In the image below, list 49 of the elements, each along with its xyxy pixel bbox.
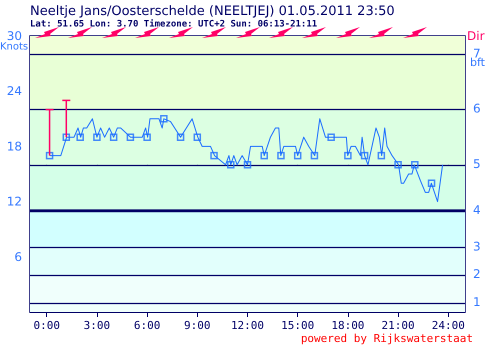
point <box>126 133 134 141</box>
text: Dir <box>467 29 485 43</box>
text: 1 <box>473 294 481 309</box>
x-tick-label: 0:00 <box>33 319 60 332</box>
point <box>394 161 402 169</box>
y-tick-label: 30 <box>6 29 22 43</box>
point <box>428 179 436 187</box>
point <box>143 133 151 141</box>
point <box>378 152 386 160</box>
point <box>210 152 218 160</box>
x-tick-label: 12:00 <box>230 319 264 332</box>
point <box>344 152 352 160</box>
x-tick-label: 24:00 <box>432 319 465 332</box>
point <box>277 152 285 160</box>
x-tick-label: 18:00 <box>331 319 364 332</box>
x-tick-label: 3:00 <box>84 319 110 332</box>
chart-subtitle: Lat: 51.65 Lon: 3.70 Timezone: UTC+2 Sun: 06:13-21:11 <box>30 18 318 30</box>
point <box>411 161 419 169</box>
x-tick-label: 15:00 <box>281 319 314 332</box>
y-tick-label: 6 <box>14 250 22 264</box>
text: 5 <box>473 156 481 171</box>
point <box>360 152 368 160</box>
chart-title: Neeltje Jans/Oosterschelde (NEELTJEJ) 01.05.2011 23:50 <box>30 4 395 19</box>
point <box>294 152 302 160</box>
point <box>62 133 70 141</box>
text: 2 <box>473 267 481 282</box>
y-axis-title: Knots <box>0 42 28 52</box>
text: powered by Rijkswaterstaat <box>300 332 473 345</box>
x-tick-label: 21:00 <box>382 319 415 332</box>
x-tick-label: 6:00 <box>134 319 160 332</box>
y-tick-label: 12 <box>6 194 22 209</box>
point <box>227 161 235 169</box>
point <box>310 152 318 160</box>
text: 6 <box>473 102 481 116</box>
text: 4 <box>473 202 481 217</box>
y-tick-label: 18 <box>6 139 22 154</box>
point <box>327 133 335 141</box>
point <box>244 161 252 169</box>
point <box>76 133 84 141</box>
point <box>160 115 168 123</box>
point <box>260 152 268 160</box>
x-tick-label: 9:00 <box>184 319 211 332</box>
point <box>110 133 118 141</box>
point <box>46 152 54 160</box>
point <box>176 133 184 141</box>
text: 3 <box>473 240 481 254</box>
y-tick-label: 24 <box>6 84 22 98</box>
point <box>93 133 101 141</box>
point <box>194 133 202 141</box>
